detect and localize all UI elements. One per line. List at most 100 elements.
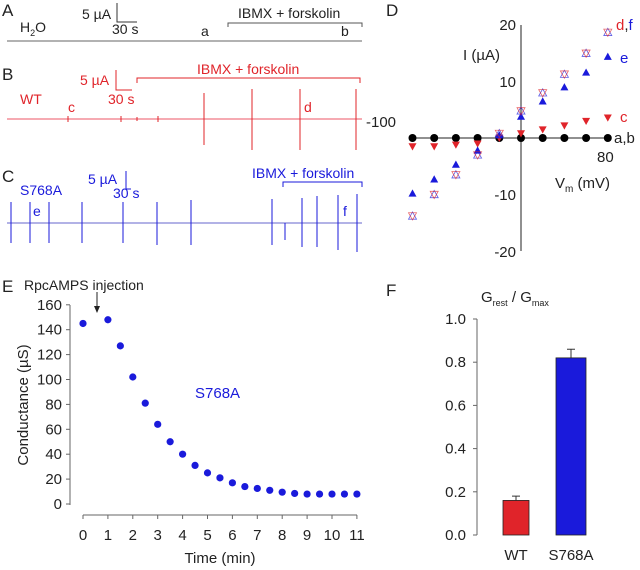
data-point-c (408, 143, 417, 151)
e-ytick-label: 100 (37, 372, 62, 389)
marker-e: e (33, 203, 41, 219)
data-point-e (538, 97, 547, 105)
panel-label-f: F (386, 281, 396, 300)
panel-label-e: E (2, 277, 13, 296)
data-point-e (582, 68, 591, 76)
e-ytick-label: 20 (45, 471, 62, 488)
wt-label: WT (20, 91, 42, 107)
s768a-label: S768A (20, 182, 63, 198)
panel-b: B WT 5 µA 30 s IBMX + forskolin c d (2, 61, 362, 150)
scale-time-c: 30 s (113, 185, 139, 201)
data-point-c (517, 130, 525, 138)
f-title: Grest / Gmax (481, 289, 549, 308)
data-point-ab (408, 134, 417, 142)
panel-label-d: D (386, 1, 398, 20)
e-ytick-label: 80 (45, 396, 62, 413)
e-xtick-label: 2 (129, 527, 137, 544)
data-point-d (451, 171, 461, 180)
e-ylabel: Conductance (µS) (15, 344, 32, 465)
marker-a: a (201, 23, 209, 39)
f-ytick-label: 0.8 (445, 354, 466, 371)
data-point (266, 486, 274, 494)
data-point-d (407, 212, 418, 221)
e-xtick-label: 9 (303, 527, 311, 544)
data-point (328, 490, 336, 498)
d-xtick: 80 (597, 149, 614, 166)
data-point-e (603, 52, 612, 60)
data-point-d (472, 151, 483, 160)
e-annotation: RpcAMPS injection (24, 277, 144, 293)
panel-label-c: C (2, 167, 14, 186)
arrow-down-icon (94, 306, 100, 313)
f-ytick-label: 1.0 (445, 311, 466, 328)
trace-c (7, 194, 362, 252)
data-point-e (560, 83, 569, 91)
data-point-ab (582, 134, 591, 142)
d-xlabel: Vm (mV) (555, 175, 610, 195)
data-point-e (430, 175, 439, 183)
marker-f: f (343, 203, 347, 219)
d-ytick: 20 (499, 17, 516, 34)
panel-f-bar-chart: F Grest / Gmax 0.0 0.2 0.4 0.6 0.8 1.0 WT S768A (386, 281, 594, 564)
e-ytick-label: 0 (54, 496, 62, 513)
data-point-ab (473, 134, 482, 142)
panel-c: C S768A 5 µA 30 s IBMX + forskolin e f (2, 165, 363, 252)
data-point (191, 461, 199, 470)
bracket-c (282, 181, 363, 187)
d-legend-df: d,f (616, 17, 634, 34)
scale-current-c: 5 µA (88, 171, 118, 187)
data-point-ab (603, 134, 612, 142)
data-point (291, 489, 299, 498)
e-xtick-label: 1 (104, 527, 112, 544)
e-ytick-label: 160 (37, 297, 62, 314)
scale-bar-a (116, 3, 137, 23)
f-markers: 0.0 0.2 0.4 0.6 0.8 1.0 WT S768A (445, 311, 593, 564)
bar-label: S768A (548, 547, 593, 564)
e-xtick-label: 4 (178, 527, 186, 544)
e-series-label: S768A (195, 385, 240, 402)
data-point (179, 450, 187, 458)
data-point-e (408, 189, 417, 197)
marker-d: d (304, 99, 312, 115)
e-xtick-label: 3 (154, 527, 162, 544)
e-ytick-label: 140 (37, 322, 62, 339)
data-point (141, 399, 149, 407)
data-point-d (581, 49, 591, 59)
d-legend-e: e (620, 50, 628, 67)
bracket-label-a: IBMX + forskolin (238, 5, 340, 21)
data-point-d (494, 129, 504, 139)
data-point-c (582, 117, 591, 126)
data-point (203, 469, 212, 477)
d-xtick: -100 (366, 114, 396, 131)
scale-bar-b (115, 70, 132, 91)
data-point-e (451, 160, 460, 168)
data-point-ab (517, 134, 525, 142)
condition-label: H2O (20, 19, 46, 38)
e-xtick-label: 0 (79, 527, 87, 544)
d-markers (407, 27, 613, 221)
data-point-d (516, 107, 526, 116)
marker-c: c (68, 99, 75, 115)
data-point-ab (451, 134, 460, 142)
data-point (353, 490, 361, 498)
data-point-ab (430, 134, 439, 142)
d-legend-c: c (620, 109, 628, 126)
data-point-d (429, 190, 439, 200)
data-point-ab (538, 134, 547, 142)
data-point (216, 474, 224, 482)
data-point (253, 484, 261, 493)
data-point-e (517, 112, 525, 120)
f-ytick-label: 0.6 (445, 397, 466, 414)
panel-d-iv-plot: D 20 10 -10 -20 -100 80 I (µA) Vm (mV) d… (366, 1, 635, 261)
bracket-a (227, 22, 363, 27)
e-xlabel: Time (min) (184, 550, 255, 567)
bracket-b (136, 77, 361, 83)
data-point-d (603, 28, 613, 38)
marker-b: b (341, 23, 349, 39)
bracket-label-c: IBMX + forskolin (252, 165, 354, 181)
f-ytick-label: 0.2 (445, 484, 466, 501)
data-point-d (559, 70, 570, 79)
